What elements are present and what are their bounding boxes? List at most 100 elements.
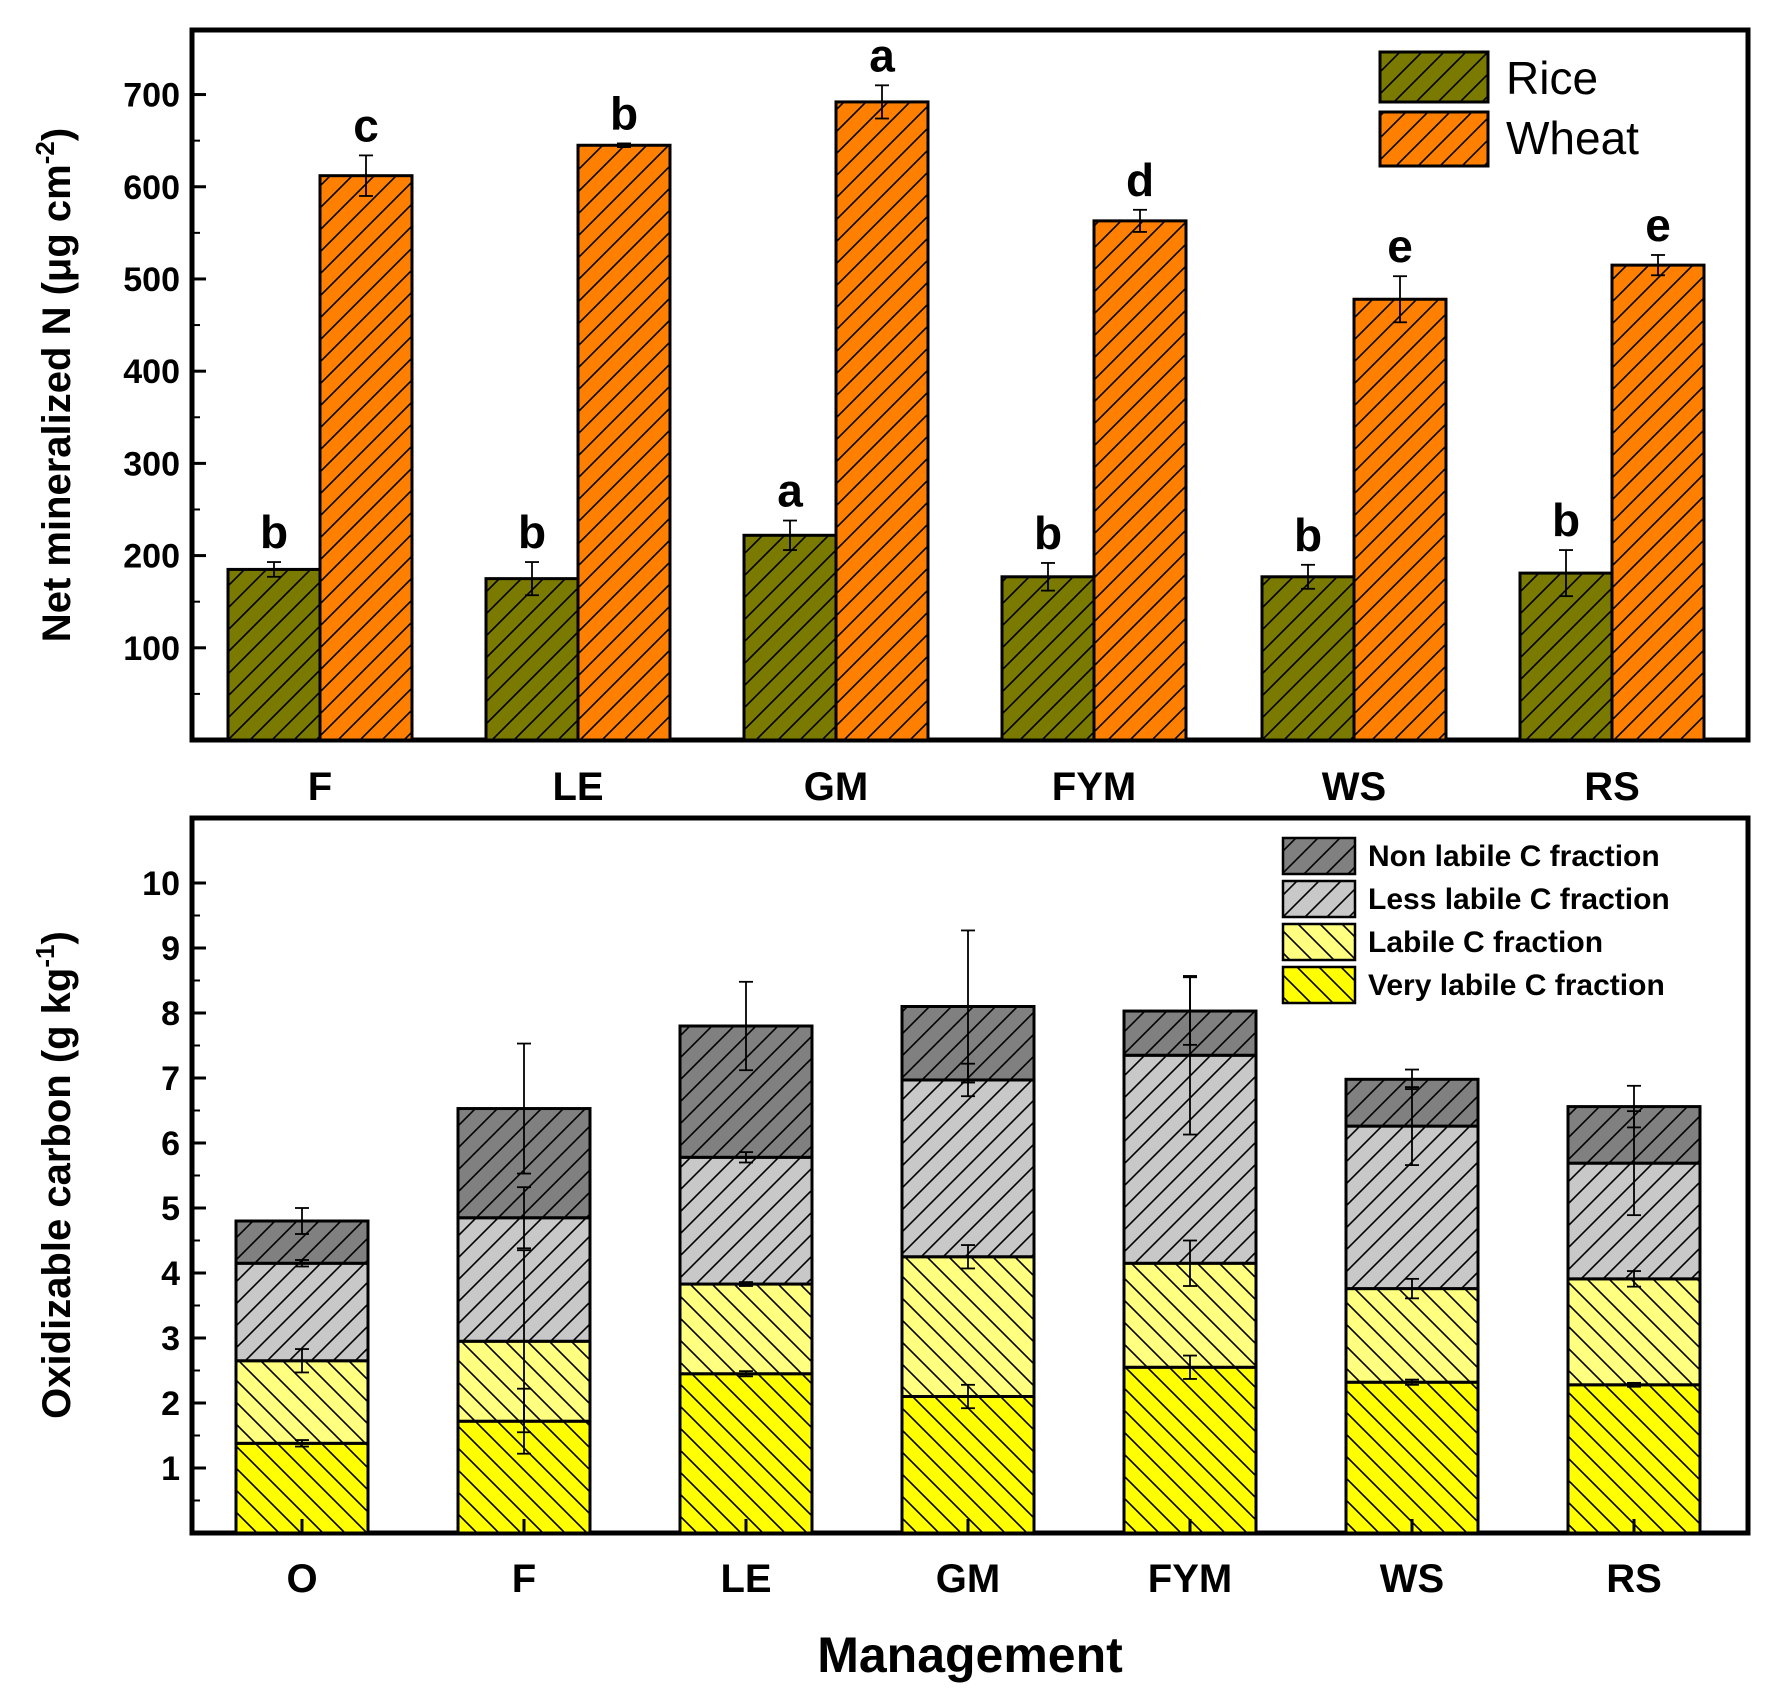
bar-hatch <box>1000 575 1096 742</box>
stack-f <box>456 1042 592 1535</box>
x-tick-label-le: LE <box>720 1557 771 1601</box>
bar-hatch <box>1518 571 1614 742</box>
y-tick-label: 8 <box>161 995 180 1033</box>
x-axis-title: Management <box>817 1627 1123 1683</box>
segment-hatch <box>1566 1277 1702 1387</box>
y-tick-label: 7 <box>161 1060 180 1098</box>
y-tick-label: 300 <box>123 445 180 483</box>
stack-fym <box>1122 975 1258 1535</box>
x-tick-label-f: F <box>308 765 332 809</box>
segment-hatch <box>900 1395 1036 1535</box>
bottom-bars <box>234 929 1702 1535</box>
legend-label: Non labile C fraction <box>1368 840 1660 873</box>
bar-hatch <box>834 100 930 742</box>
bar-group-wheat-ws: e <box>1352 220 1448 742</box>
bar-hatch <box>1260 575 1356 742</box>
bar-group-wheat-gm: a <box>834 29 930 742</box>
top-y-axis: 100 200 300 400 500 600 700 <box>123 77 206 695</box>
stack-le <box>678 980 814 1535</box>
significance-letter: b <box>260 506 288 558</box>
y-tick-label: 100 <box>123 630 180 668</box>
x-tick-label-fym: FYM <box>1148 1557 1232 1601</box>
segment-hatch <box>1344 1287 1480 1384</box>
segment-hatch <box>900 1255 1036 1398</box>
legend-item-less-labile-c-fraction: Less labile C fraction <box>1281 879 1670 919</box>
bar-group-rice-f: b <box>226 506 322 742</box>
significance-letter: c <box>353 99 379 151</box>
significance-letter: a <box>777 465 803 517</box>
stack-gm <box>900 929 1036 1535</box>
legend-swatch-hatch <box>1281 965 1357 1005</box>
bar-hatch <box>576 143 672 742</box>
legend-swatch-hatch <box>1281 879 1357 919</box>
x-tick-label-fym: FYM <box>1052 765 1136 809</box>
legend-swatch-hatch <box>1281 836 1357 876</box>
legend-label: Less labile C fraction <box>1368 883 1670 916</box>
legend-label-wheat: Wheat <box>1506 112 1639 164</box>
bar-hatch <box>1610 263 1706 742</box>
bar-hatch <box>226 567 322 742</box>
bar-hatch <box>484 577 580 742</box>
x-tick-label-le: LE <box>552 765 603 809</box>
x-tick-label-o: O <box>286 1557 317 1601</box>
bar-group-rice-fym: b <box>1000 507 1096 742</box>
segment-hatch <box>234 1261 370 1363</box>
significance-letter: b <box>610 87 638 139</box>
segment-hatch <box>1344 1380 1480 1535</box>
bar-group-rice-gm: a <box>742 465 838 742</box>
top-legend: Rice Wheat <box>1378 50 1639 168</box>
y-tick-label: 200 <box>123 538 180 576</box>
legend-item-very-labile-c-fraction: Very labile C fraction <box>1281 965 1665 1005</box>
y-tick-label: 700 <box>123 77 180 115</box>
significance-letter: e <box>1387 220 1413 272</box>
segment-hatch <box>678 1155 814 1286</box>
bottom-y-axis: 1 2 3 4 5 6 7 8 9 10 <box>142 865 206 1502</box>
top-chart: 100 200 300 400 500 600 700 b c b b a a b d b e b e F LE GM… <box>30 27 1751 809</box>
significance-letter: b <box>1034 507 1062 559</box>
bar-hatch <box>318 174 414 742</box>
y-tick-label: 500 <box>123 261 180 299</box>
y-tick-label: 10 <box>142 865 180 903</box>
x-tick-label-f: F <box>512 1557 536 1601</box>
significance-letter: e <box>1645 199 1671 251</box>
x-tick-label-rs: RS <box>1584 765 1640 809</box>
significance-letter: d <box>1126 154 1154 206</box>
top-x-axis: F LE GM FYM WS RS <box>308 726 1640 809</box>
x-tick-label-gm: GM <box>936 1557 1000 1601</box>
bar-group-rice-ws: b <box>1260 509 1356 742</box>
x-tick-label-ws: WS <box>1322 765 1386 809</box>
y-tick-label: 400 <box>123 353 180 391</box>
top-plot-frame <box>189 27 1751 743</box>
bar-group-wheat-le: b <box>576 87 672 742</box>
bottom-chart: 1 2 3 4 5 6 7 8 9 10 O F LE GM FYM WS RS Oxidizable car… <box>30 815 1751 1601</box>
x-tick-label-gm: GM <box>804 765 868 809</box>
stack-o <box>234 1207 370 1535</box>
significance-letter: a <box>869 29 895 81</box>
segment-hatch <box>678 1372 814 1535</box>
legend-label-rice: Rice <box>1506 52 1598 104</box>
bar-group-wheat-f: c <box>318 99 414 742</box>
bottom-y-axis-title: Oxidizable carbon (g kg-1) <box>30 931 79 1419</box>
stack-rs <box>1566 1084 1702 1535</box>
bar-hatch <box>1092 219 1188 742</box>
y-tick-label: 6 <box>161 1125 180 1163</box>
y-tick-label: 600 <box>123 169 180 207</box>
legend-item-rice: Rice <box>1378 50 1598 104</box>
bottom-legend: Non labile C fraction Less labile C fract… <box>1281 836 1670 1005</box>
significance-letter: b <box>518 506 546 558</box>
segment-hatch <box>234 1441 370 1535</box>
y-tick-label: 1 <box>161 1450 180 1488</box>
segment-hatch <box>678 1282 814 1376</box>
segment-hatch <box>1122 1365 1258 1535</box>
legend-item-non-labile-c-fraction: Non labile C fraction <box>1281 836 1660 876</box>
y-tick-label: 9 <box>161 930 180 968</box>
legend-item-labile-c-fraction: Labile C fraction <box>1281 922 1603 962</box>
bar-group-wheat-fym: d <box>1092 154 1188 742</box>
y-tick-label: 5 <box>161 1190 180 1228</box>
significance-letter: b <box>1552 494 1580 546</box>
bottom-x-axis: O F LE GM FYM WS RS <box>286 1519 1662 1601</box>
bar-group-wheat-rs: e <box>1610 199 1706 742</box>
y-tick-label: 2 <box>161 1385 180 1423</box>
bar-hatch <box>742 533 838 742</box>
